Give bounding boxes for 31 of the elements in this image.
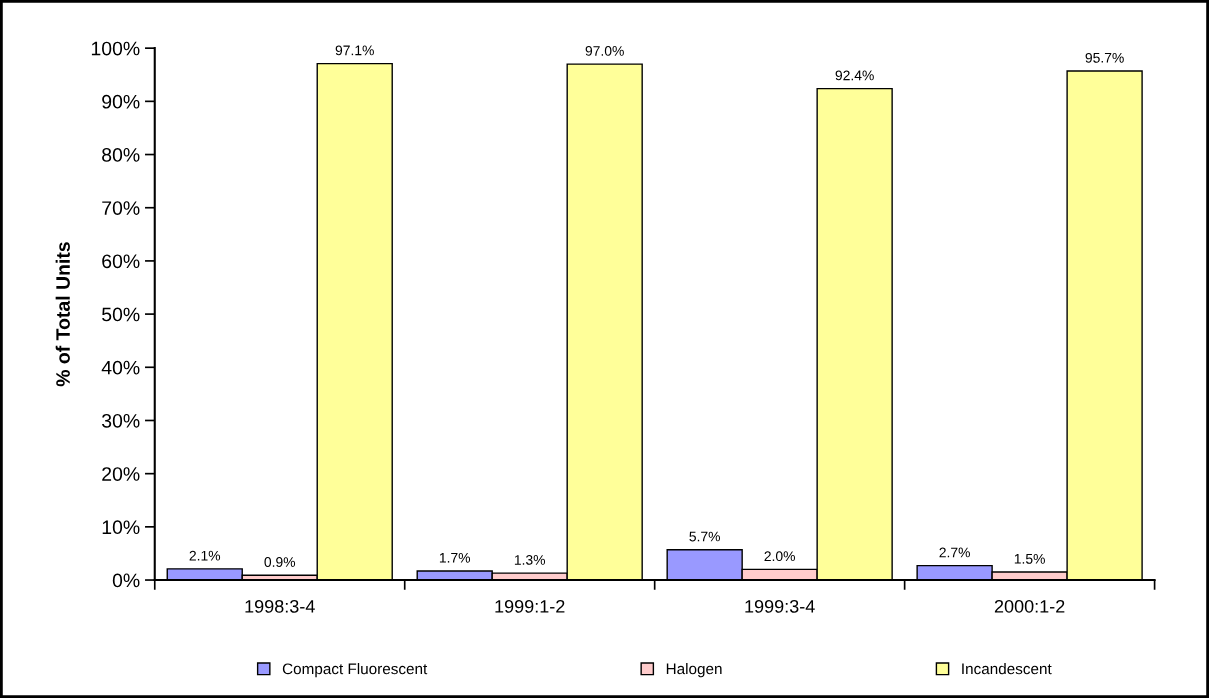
y-tick-label: 30%: [101, 413, 140, 428]
y-tick-label: 90%: [102, 94, 140, 109]
data-label: 1.7%: [439, 552, 471, 563]
y-tick-label: 80%: [102, 148, 140, 162]
legend-label: Halogen: [666, 663, 722, 678]
data-label: 2.0%: [764, 551, 795, 562]
y-tick-label: 20%: [102, 467, 140, 481]
x-tick-label: 1998:3-4: [245, 599, 315, 613]
x-tick-label: 1999:3-4: [745, 599, 815, 613]
x-tick-label: 2000:1-2: [994, 599, 1065, 613]
data-label: 2.1%: [189, 550, 221, 561]
data-label: 1.5%: [1014, 553, 1045, 564]
y-tick-label: 50%: [102, 307, 140, 322]
y-tick-label: 60%: [102, 254, 140, 269]
data-label: 0.9%: [264, 557, 296, 567]
data-label: 5.7%: [689, 531, 720, 542]
legend-label: Compact Fluorescent: [282, 663, 428, 678]
data-label: 95.7%: [1085, 52, 1124, 63]
data-label: 2.7%: [939, 547, 970, 558]
y-tick-label: 10%: [102, 520, 140, 535]
y-tick-label: 70%: [102, 201, 140, 215]
data-label: 92.4%: [835, 70, 874, 81]
legend-label: Incandescent: [962, 663, 1052, 675]
y-axis-title: % of Total Units: [55, 242, 70, 387]
y-tick-label: 0%: [112, 573, 140, 588]
data-label: 1.3%: [514, 554, 546, 565]
x-tick-label: 1999:1-2: [495, 599, 565, 613]
data-label: 97.0%: [585, 45, 624, 56]
data-label: 97.1%: [335, 45, 374, 56]
y-tick-label: 100%: [91, 41, 140, 56]
y-tick-label: 40%: [101, 360, 140, 375]
